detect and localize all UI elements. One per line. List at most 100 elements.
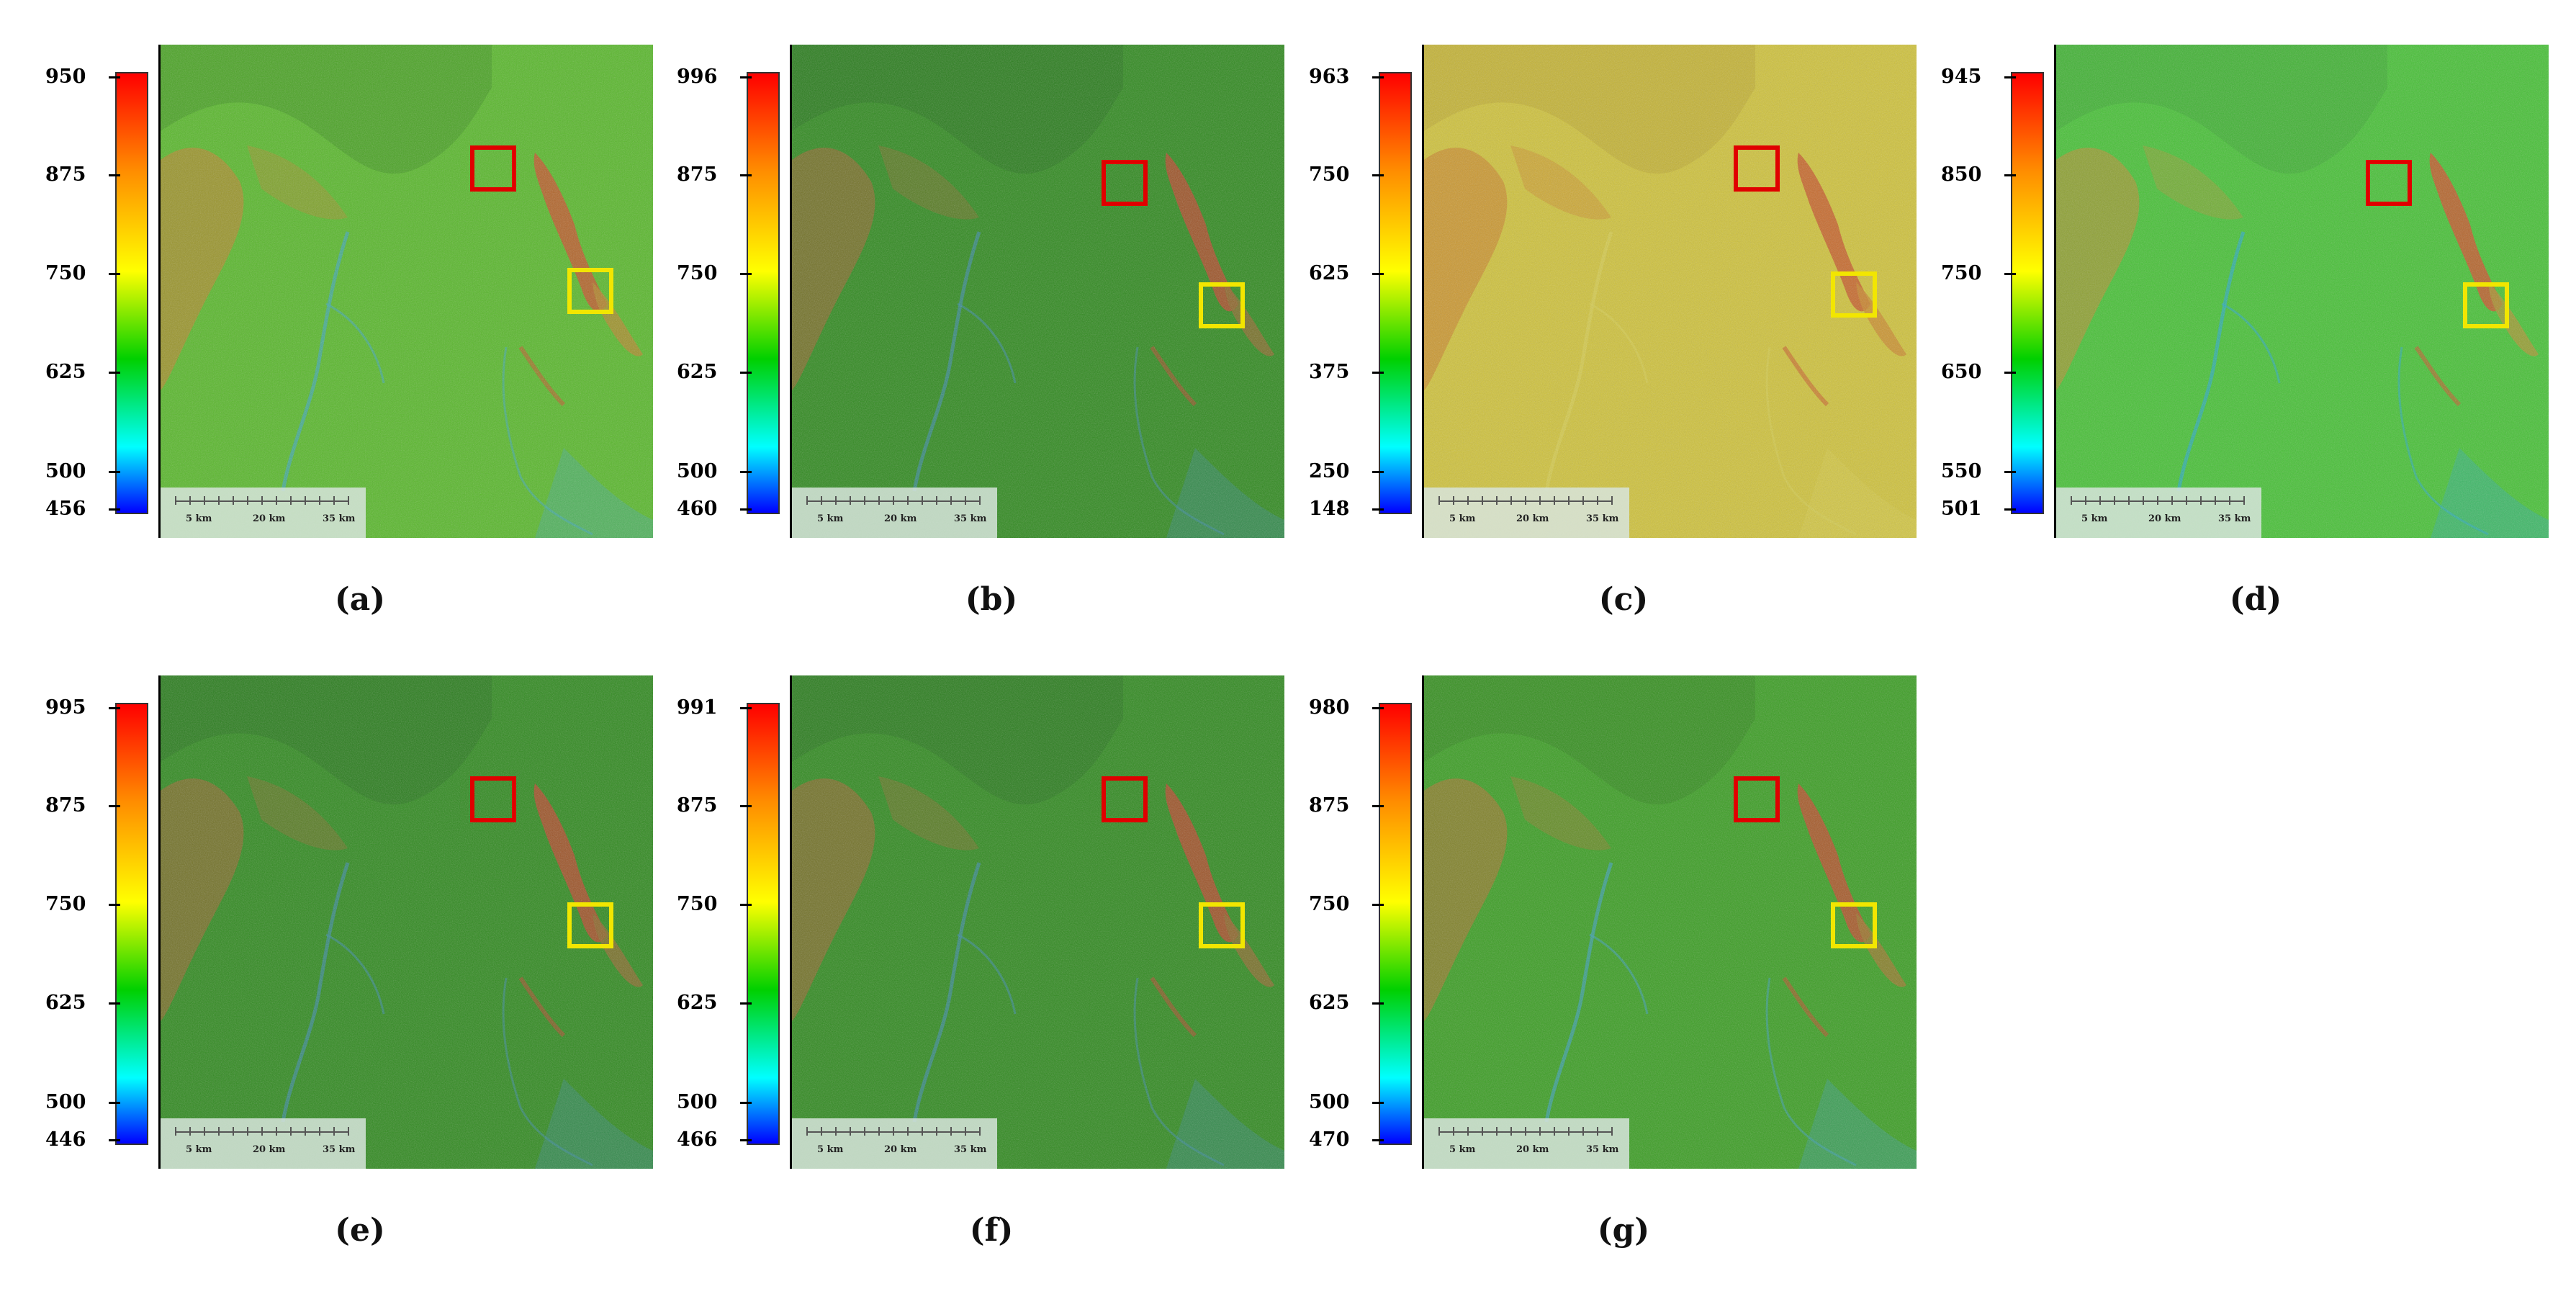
scale-bar-tick xyxy=(1568,1127,1570,1136)
scale-bar-tick xyxy=(276,496,277,505)
scale-bar-tick xyxy=(261,1127,263,1136)
scale-bar-tick xyxy=(1496,1127,1498,1136)
map-panel: 950 875 750 625 500 456 5 km 20 km 35 km (a) xyxy=(40,45,659,618)
scale-bar-tick xyxy=(2143,496,2144,505)
colorbar xyxy=(747,703,780,1145)
scale-bar-tick xyxy=(1510,496,1512,505)
scale-bar-tick xyxy=(1467,496,1469,505)
scale-bar-label: 35 km xyxy=(323,1144,356,1155)
scale-bar-tick xyxy=(979,496,981,505)
yellow-region-marker xyxy=(2463,282,2509,328)
colorbar-tick-label: 550 xyxy=(1941,461,2016,482)
scale-bar-tick xyxy=(2071,496,2072,505)
scale-bar-tick xyxy=(2099,496,2101,505)
colorbar xyxy=(1379,72,1412,514)
scale-bar: 5 km 20 km 35 km xyxy=(1424,488,1629,538)
terrain-raster xyxy=(161,675,653,1169)
scale-bar-tick xyxy=(218,1127,220,1136)
red-region-marker xyxy=(1102,160,1148,206)
scale-bar-tick xyxy=(247,496,248,505)
yellow-region-marker xyxy=(1831,271,1877,318)
elevation-legend: 996 875 750 625 500 460 xyxy=(671,45,792,538)
scale-bar-tick xyxy=(2229,496,2230,505)
scale-bar-tick xyxy=(1438,1127,1440,1136)
colorbar-tick-label: 500 xyxy=(45,1092,120,1113)
scale-bar-tick xyxy=(2186,496,2187,505)
colorbar-tick-label: 950 xyxy=(45,66,120,88)
scale-bar-label: 35 km xyxy=(1586,513,1619,524)
colorbar-tick-label: 625 xyxy=(677,361,752,383)
scale-bar-label: 35 km xyxy=(954,513,987,524)
colorbar-tick-label: 460 xyxy=(677,498,752,520)
map-panel: 991 875 750 625 500 466 5 km 20 km 35 km (f) xyxy=(671,675,1290,1249)
colorbar-tick-label: 500 xyxy=(677,461,752,482)
yellow-region-marker xyxy=(1199,282,1245,328)
scale-bar-tick xyxy=(189,496,191,505)
scale-bar-tick xyxy=(1539,1127,1541,1136)
scale-bar-tick xyxy=(821,1127,822,1136)
colorbar xyxy=(747,72,780,514)
map-panel: 980 875 750 625 500 470 5 km 20 km 35 km (g) xyxy=(1303,675,1922,1249)
scale-bar-tick xyxy=(1554,1127,1555,1136)
colorbar-tick-label: 625 xyxy=(1309,992,1384,1014)
colorbar-tick-label: 500 xyxy=(1309,1092,1384,1113)
scale-bar-tick xyxy=(348,496,349,505)
scale-bar-tick xyxy=(333,1127,335,1136)
scale-bar-tick xyxy=(175,496,176,505)
scale-bar-tick xyxy=(922,1127,923,1136)
panel-label: (c) xyxy=(1598,581,1649,618)
panel-label: (g) xyxy=(1597,1212,1650,1249)
terrain-map: 5 km 20 km 35 km xyxy=(2056,45,2549,538)
colorbar-tick-label: 470 xyxy=(1309,1129,1384,1151)
scale-bar-tick xyxy=(2157,496,2158,505)
scale-bar-tick xyxy=(233,496,234,505)
scale-bar-tick xyxy=(806,496,808,505)
scale-bar-tick xyxy=(1582,1127,1584,1136)
scale-bar-tick xyxy=(175,1127,176,1136)
scale-bar-label: 35 km xyxy=(323,513,356,524)
red-region-marker xyxy=(1734,145,1780,192)
scale-bar-label: 20 km xyxy=(253,513,286,524)
scale-bar-tick xyxy=(290,496,292,505)
scale-bar-tick xyxy=(2114,496,2115,505)
scale-bar-tick xyxy=(1582,496,1584,505)
colorbar-tick-label: 875 xyxy=(45,164,120,186)
scale-bar-tick xyxy=(806,1127,808,1136)
scale-bar-tick xyxy=(893,1127,894,1136)
scale-bar-tick xyxy=(276,1127,277,1136)
scale-bar-tick xyxy=(950,496,952,505)
colorbar xyxy=(1379,703,1412,1145)
scale-bar-tick xyxy=(1611,1127,1613,1136)
red-region-marker xyxy=(2366,160,2412,206)
red-region-marker xyxy=(1102,776,1148,822)
scale-bar-tick xyxy=(218,496,220,505)
colorbar xyxy=(115,703,148,1145)
terrain-map: 5 km 20 km 35 km xyxy=(792,675,1284,1169)
panel-label: (d) xyxy=(2229,581,2282,618)
scale-bar-tick xyxy=(233,1127,234,1136)
map-panel: 996 875 750 625 500 460 5 km 20 km 35 km (b) xyxy=(671,45,1290,618)
colorbar-tick-label: 500 xyxy=(45,461,120,482)
scale-bar-label: 5 km xyxy=(1449,1144,1476,1155)
scale-bar-tick xyxy=(1539,496,1541,505)
colorbar-tick-label: 875 xyxy=(1309,795,1384,817)
scale-bar-label: 5 km xyxy=(186,513,212,524)
colorbar-tick-label: 501 xyxy=(1941,498,2016,520)
scale-bar-tick xyxy=(950,1127,952,1136)
scale-bar-tick xyxy=(1568,496,1570,505)
scale-bar-tick xyxy=(247,1127,248,1136)
scale-bar-tick xyxy=(1525,496,1526,505)
terrain-raster xyxy=(2056,45,2549,538)
scale-bar-tick xyxy=(907,496,909,505)
scale-bar: 5 km 20 km 35 km xyxy=(161,1118,366,1169)
scale-bar-tick xyxy=(305,1127,306,1136)
colorbar-tick-label: 875 xyxy=(677,164,752,186)
colorbar-tick-label: 963 xyxy=(1309,66,1384,88)
scale-bar-tick xyxy=(864,1127,865,1136)
scale-bar-tick xyxy=(965,496,966,505)
colorbar-tick-label: 625 xyxy=(45,361,120,383)
scale-bar-tick xyxy=(850,1127,851,1136)
colorbar-tick-label: 750 xyxy=(1309,164,1384,186)
colorbar-tick-label: 625 xyxy=(45,992,120,1014)
colorbar-tick-label: 750 xyxy=(45,263,120,284)
